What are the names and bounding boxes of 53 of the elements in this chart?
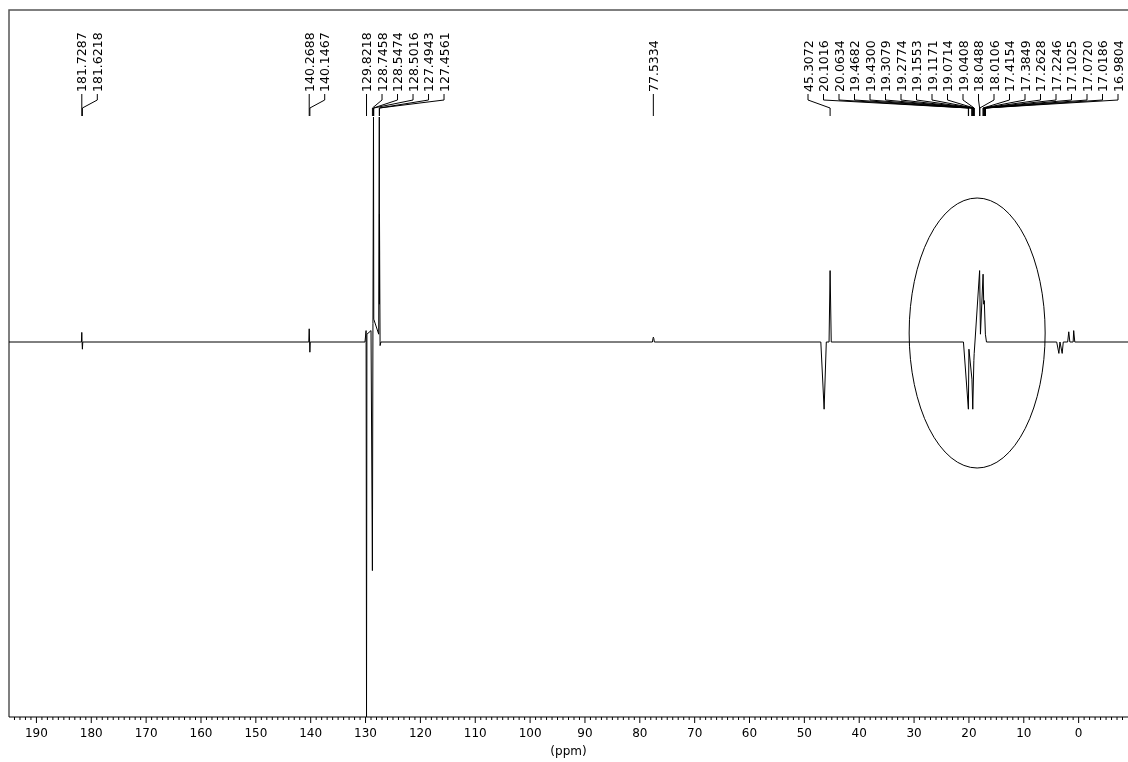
annotation: 19.1553 bbox=[909, 40, 924, 92]
x-tick-label: 130 bbox=[354, 726, 377, 740]
annotation: 129.8218 bbox=[359, 32, 375, 92]
annotation: 45.3072 bbox=[800, 40, 816, 92]
annotation: 17.2246 bbox=[1048, 40, 1064, 92]
annotation: 18.0488 bbox=[971, 40, 986, 92]
x-tick-label: 0 bbox=[1074, 726, 1083, 740]
annotation: 128.5016 bbox=[405, 32, 421, 92]
x-tick-label: 90 bbox=[577, 726, 593, 740]
annotation: 18.0106 bbox=[986, 40, 1002, 92]
annotation: 19.4300 bbox=[862, 40, 878, 92]
x-tick-label: 50 bbox=[796, 726, 813, 740]
annotation: 128.5474 bbox=[390, 32, 406, 92]
annotation: 17.0186 bbox=[1095, 40, 1110, 92]
annotation: 17.1025 bbox=[1064, 40, 1079, 92]
annotation: 20.1016 bbox=[816, 40, 831, 92]
annotation: 19.0408 bbox=[955, 40, 971, 92]
x-tick-label: 80 bbox=[632, 726, 648, 740]
annotation: 128.7458 bbox=[374, 32, 390, 92]
annotation: 19.3079 bbox=[878, 40, 893, 92]
annotation: 19.2774 bbox=[893, 40, 909, 92]
annotation: 16.9804 bbox=[1110, 40, 1126, 92]
annotation: 19.4682 bbox=[847, 40, 862, 92]
x-tick-label: 180 bbox=[79, 726, 103, 740]
annotation: 17.3849 bbox=[1017, 40, 1033, 92]
x-tick-label: 100 bbox=[518, 726, 542, 740]
x-tick-label: 20 bbox=[961, 726, 977, 740]
annotation: 181.6218 bbox=[89, 32, 105, 92]
annotation: 19.1171 bbox=[924, 40, 940, 92]
x-axis-title: (ppm) bbox=[550, 744, 587, 758]
annotation: 17.2628 bbox=[1033, 40, 1048, 92]
x-tick-label: 30 bbox=[906, 726, 922, 740]
x-tick-label: 70 bbox=[687, 726, 703, 740]
annotation: 181.7287 bbox=[74, 32, 90, 92]
x-tick-label: 160 bbox=[189, 726, 213, 740]
x-tick-label: 170 bbox=[134, 726, 158, 740]
annotation: 19.0714 bbox=[940, 40, 955, 92]
annotation: 140.1467 bbox=[317, 32, 333, 92]
annotation: 17.0720 bbox=[1079, 40, 1095, 92]
x-tick-label: 40 bbox=[851, 726, 867, 740]
x-tick-label: 140 bbox=[299, 726, 323, 740]
annotation: 77.5334 bbox=[645, 40, 661, 92]
annotation: 20.0634 bbox=[831, 40, 847, 92]
x-tick-label: 60 bbox=[741, 726, 758, 740]
annotation: 127.4561 bbox=[436, 32, 452, 92]
x-tick-label: 150 bbox=[244, 726, 268, 740]
annotation: 127.4943 bbox=[421, 32, 437, 92]
annotation: 17.4154 bbox=[1002, 40, 1017, 92]
x-tick-label: 190 bbox=[24, 726, 48, 740]
x-tick-label: 110 bbox=[463, 726, 487, 740]
x-tick-label: 10 bbox=[1016, 726, 1032, 740]
x-tick-label: 120 bbox=[408, 726, 432, 740]
annotation: 140.2688 bbox=[301, 32, 317, 92]
